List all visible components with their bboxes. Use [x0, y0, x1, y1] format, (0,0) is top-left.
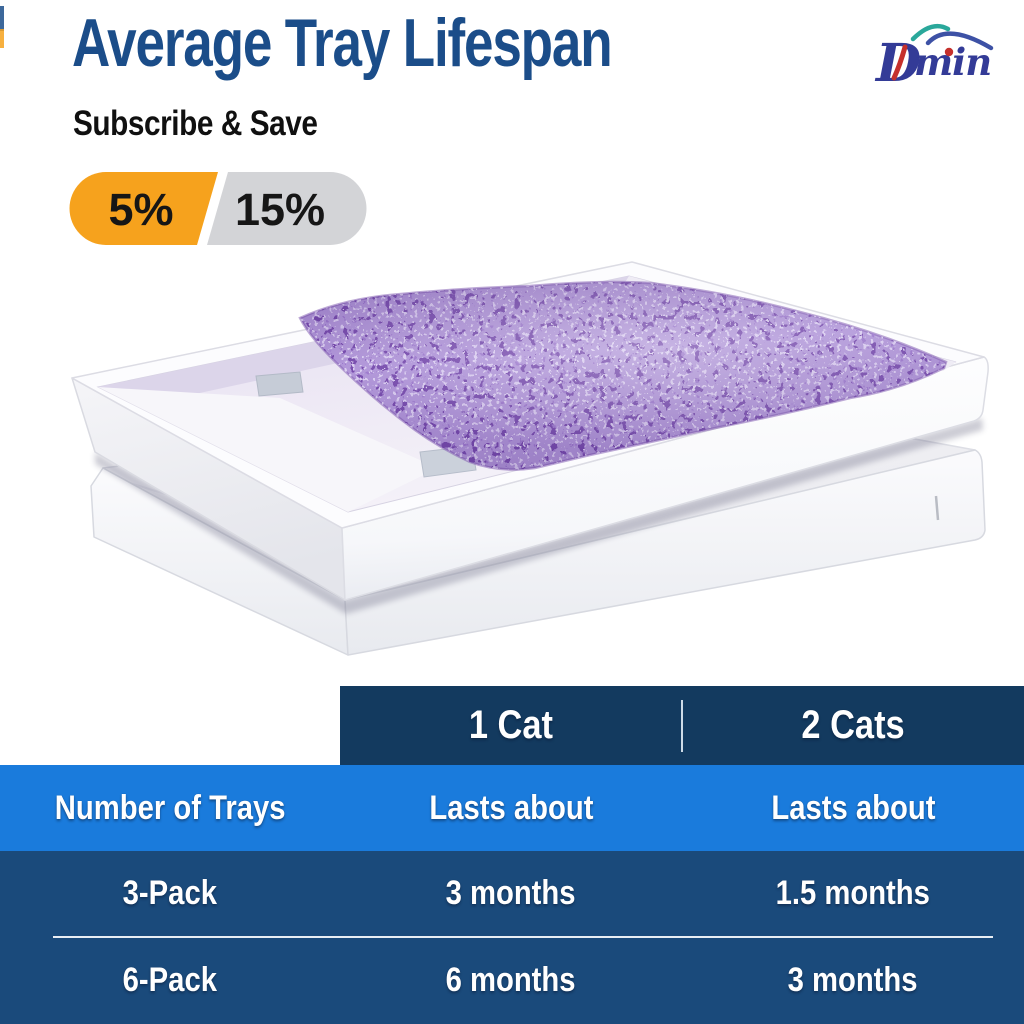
- column-header-lasts-about-2: Lasts about: [682, 789, 1024, 828]
- logo-letter-d: D: [874, 33, 921, 90]
- table-cat-header-band: 1 Cat 2 Cats: [340, 686, 1024, 765]
- header-2-cats: 2 Cats: [682, 703, 1024, 748]
- column-header-lasts-about-1: Lasts about: [340, 789, 682, 828]
- logo-roof-teal-swoosh-icon: [910, 23, 951, 42]
- value-6pack-2cats: 3 months: [788, 960, 918, 999]
- logo-text-rest: min: [914, 40, 991, 84]
- row-3pack-2cats-value: 1.5 months: [682, 874, 1024, 913]
- header-2-cats-label: 2 Cats: [801, 703, 905, 747]
- promo-heading: Subscribe & Save: [73, 104, 318, 143]
- tray-front-right-wall: [341, 356, 989, 601]
- product-photo-tray-with-purple-litter: [71, 261, 989, 656]
- pack-6-label: 6-Pack: [122, 960, 218, 999]
- lasts-about-1-label: Lasts about: [428, 788, 594, 827]
- table-subheader-band: Number of Trays Lasts about Lasts about: [0, 765, 1024, 851]
- page-title: Average Tray Lifespan: [72, 5, 613, 81]
- header-column-divider: [681, 700, 683, 752]
- badge-5-percent-shape: [69, 172, 218, 245]
- badge-15-percent-label: 15%: [235, 184, 325, 235]
- lasts-about-2-label: Lasts about: [770, 788, 936, 827]
- brand-logo: D min: [874, 23, 994, 90]
- logo-roof-blue-swoosh-icon: [925, 31, 994, 51]
- row-6pack-name: 6-Pack: [0, 961, 340, 1000]
- table-row-separator: [53, 936, 993, 938]
- badge-5-percent-label: 5%: [108, 184, 173, 235]
- column-header-number-of-trays: Number of Trays: [0, 789, 340, 828]
- edge-artifact-blue: [0, 6, 4, 31]
- tray-inner-front-wall: [98, 387, 438, 512]
- logo-red-dot-icon: [944, 47, 954, 57]
- value-6pack-1cat: 6 months: [446, 960, 576, 999]
- litter-tray: [71, 261, 989, 601]
- logo-red-stroke-icon: [891, 44, 908, 81]
- edge-artifact-orange: [0, 29, 4, 48]
- lid-front-right-face: [344, 449, 986, 656]
- badge-15-percent-shape: [207, 172, 367, 245]
- row-6pack-2cats-value: 3 months: [682, 961, 1024, 1000]
- value-3pack-2cats: 1.5 months: [775, 874, 931, 912]
- discount-badges: 5% 15%: [69, 172, 367, 245]
- header-1-cat: 1 Cat: [340, 703, 682, 748]
- number-of-trays-label: Number of Trays: [54, 788, 286, 827]
- row-3pack-1cat-value: 3 months: [340, 874, 682, 913]
- pack-3-label: 3-Pack: [122, 874, 218, 912]
- value-3pack-1cat: 3 months: [446, 874, 576, 912]
- header-1-cat-label: 1 Cat: [468, 703, 554, 747]
- row-6pack-1cat-value: 6 months: [340, 961, 682, 1000]
- lid-flap-notch: [934, 495, 940, 521]
- tape-tab-left: [255, 371, 304, 397]
- row-3pack-name: 3-Pack: [0, 874, 340, 913]
